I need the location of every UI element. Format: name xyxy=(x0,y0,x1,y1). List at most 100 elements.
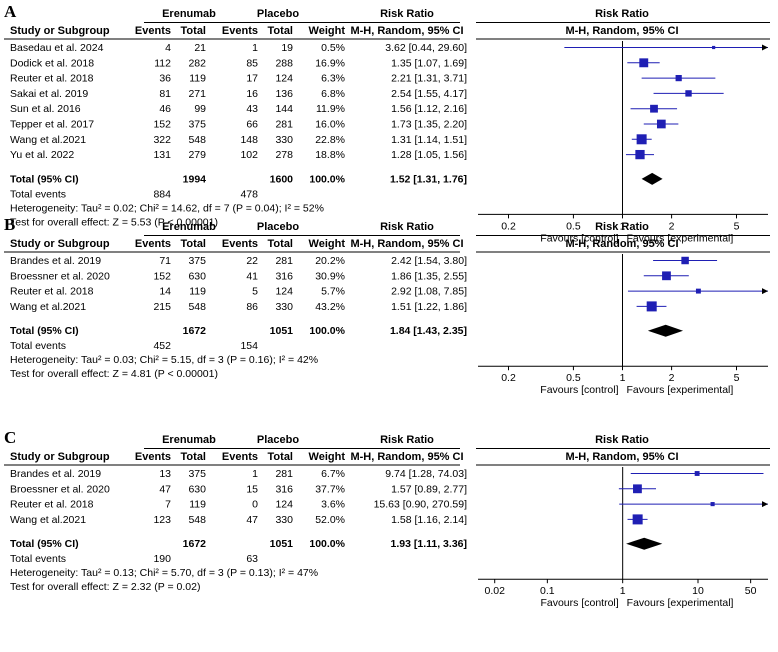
favours-experimental-label: Favours [experimental] xyxy=(627,384,734,396)
events2-cell: 17 xyxy=(246,73,258,85)
heterogeneity-text: Heterogeneity: Tau² = 0.13; Chi² = 5.70,… xyxy=(10,567,318,579)
events1-cell: 112 xyxy=(154,57,171,69)
total2-cell: 19 xyxy=(281,42,293,54)
total-events1: 884 xyxy=(153,188,171,200)
heterogeneity-text: Heterogeneity: Tau² = 0.03; Chi² = 5.15,… xyxy=(10,354,318,366)
study-header: Study or Subgroup xyxy=(10,238,110,250)
ci-cell: 9.74 [1.28, 74.03] xyxy=(385,468,467,480)
study-name: Brandes et al. 2019 xyxy=(10,468,101,480)
ci-cell: 1.35 [1.07, 1.69] xyxy=(391,57,467,69)
events2-header: Events xyxy=(222,25,258,37)
group1-header: Erenumab xyxy=(162,8,216,20)
study-name: Basedau et al. 2024 xyxy=(10,42,104,54)
total1-cell: 21 xyxy=(194,42,206,54)
x-tick-label: 0.1 xyxy=(540,585,555,597)
total2-cell: 136 xyxy=(275,88,293,100)
ci-cell: 1.58 [1.16, 2.14] xyxy=(391,514,467,526)
x-tick-label: 0.5 xyxy=(566,372,581,384)
effect-square xyxy=(639,58,649,68)
effect-square xyxy=(694,471,700,476)
events2-cell: 85 xyxy=(246,57,258,69)
study-name: Wang et al.2021 xyxy=(10,301,86,313)
ci-cell: 2.21 [1.31, 3.71] xyxy=(391,73,467,85)
events1-cell: 46 xyxy=(159,103,171,115)
total-events2: 154 xyxy=(240,340,258,352)
events1-cell: 47 xyxy=(159,483,171,495)
events1-cell: 131 xyxy=(153,149,171,161)
total2-sum: 1051 xyxy=(270,538,294,550)
panel-label: B xyxy=(4,215,15,234)
x-tick-label: 0.5 xyxy=(566,220,581,232)
study-name: Reuter et al. 2018 xyxy=(10,499,94,511)
total1-cell: 99 xyxy=(194,103,206,115)
x-tick-label: 0.02 xyxy=(484,585,505,597)
events1-cell: 36 xyxy=(159,73,171,85)
forest-panel-A: A Erenumab Placebo Risk Ratio Risk Ratio Stud… xyxy=(4,2,770,244)
total1-cell: 271 xyxy=(188,88,206,100)
events1-cell: 13 xyxy=(159,468,171,480)
total2-cell: 281 xyxy=(275,468,293,480)
panel-label: C xyxy=(4,428,16,447)
total-ci: 1.93 [1.11, 3.36] xyxy=(391,538,467,550)
total-ci: 1.52 [1.31, 1.76] xyxy=(390,173,467,185)
weight-cell: 5.7% xyxy=(321,286,345,298)
ci-cell: 2.54 [1.55, 4.17] xyxy=(391,88,467,100)
events1-cell: 152 xyxy=(153,270,171,282)
ci-cell: 2.42 [1.54, 3.80] xyxy=(391,255,467,267)
x-tick-label: 1 xyxy=(620,220,626,232)
x-tick-label: 0.2 xyxy=(501,220,516,232)
x-tick-label: 10 xyxy=(692,585,704,597)
weight-header: Weight xyxy=(309,238,346,250)
rr-method-left: M-H, Random, 95% CI xyxy=(350,451,463,463)
total1-cell: 279 xyxy=(188,149,206,161)
events1-cell: 322 xyxy=(153,134,171,146)
group1-header: Erenumab xyxy=(162,221,216,233)
effect-square xyxy=(636,134,647,145)
effect-square xyxy=(685,90,692,97)
total1-cell: 119 xyxy=(189,286,206,298)
events2-cell: 47 xyxy=(246,514,258,526)
effect-square xyxy=(675,74,682,82)
study-name: Yu et al. 2022 xyxy=(10,149,74,161)
events1-cell: 123 xyxy=(153,514,171,526)
total2-cell: 124 xyxy=(275,286,293,298)
ci-cell: 1.57 [0.89, 2.77] xyxy=(391,483,467,495)
events2-cell: 43 xyxy=(246,103,258,115)
favours-control-label: Favours [control] xyxy=(540,384,618,396)
effect-square xyxy=(662,271,671,281)
events1-cell: 4 xyxy=(165,42,171,54)
ci-arrow xyxy=(762,501,768,508)
overall-effect-text: Test for overall effect: Z = 4.81 (P < 0… xyxy=(10,368,218,380)
total2-sum: 1051 xyxy=(270,325,294,337)
events2-cell: 22 xyxy=(246,255,258,267)
ci-cell: 1.28 [1.05, 1.56] xyxy=(391,149,467,161)
events1-cell: 7 xyxy=(165,499,171,511)
total-label: Total (95% CI) xyxy=(10,173,79,185)
forest-panel-B: B Erenumab Placebo Risk Ratio Risk Ratio Stud… xyxy=(4,215,770,396)
study-name: Sun et al. 2016 xyxy=(10,103,81,115)
events2-cell: 102 xyxy=(240,149,258,161)
ci-cell: 3.62 [0.44, 29.60] xyxy=(385,42,467,54)
effect-square xyxy=(632,514,643,525)
total2-cell: 330 xyxy=(275,514,293,526)
total2-cell: 281 xyxy=(275,255,293,267)
total2-header: Total xyxy=(268,25,293,37)
total1-cell: 119 xyxy=(189,73,206,85)
pooled-diamond xyxy=(641,172,663,185)
events2-cell: 66 xyxy=(246,119,258,131)
effect-square xyxy=(635,149,645,160)
weight-cell: 16.9% xyxy=(315,57,345,69)
x-tick-label: 5 xyxy=(734,220,740,232)
overall-effect-text: Test for overall effect: Z = 5.53 (P < 0… xyxy=(10,216,218,228)
events1-cell: 71 xyxy=(159,255,171,267)
total1-header: Total xyxy=(181,238,206,250)
ci-cell: 1.56 [1.12, 2.16] xyxy=(391,103,467,115)
events2-cell: 0 xyxy=(252,499,258,511)
total-events-label: Total events xyxy=(10,340,66,352)
weight-cell: 6.8% xyxy=(321,88,345,100)
total1-cell: 548 xyxy=(188,301,206,313)
weight-header: Weight xyxy=(309,25,346,37)
ci-cell: 1.73 [1.35, 2.20] xyxy=(391,119,467,131)
total1-sum: 1672 xyxy=(183,538,207,550)
ci-cell: 1.31 [1.14, 1.51] xyxy=(391,134,467,146)
